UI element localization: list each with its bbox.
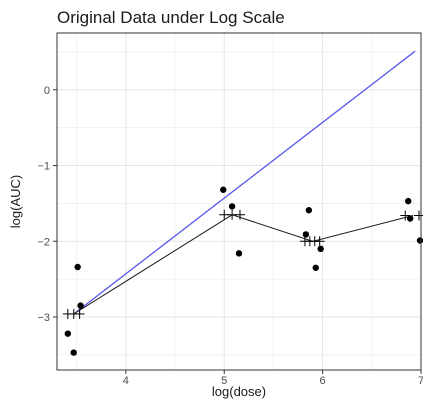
- data-points: [64, 186, 423, 356]
- axes: 4 5 6 7 0 −1 −2 −3: [37, 85, 423, 387]
- data-point: [317, 245, 324, 253]
- data-point: [312, 264, 319, 271]
- x-tick-label: 6: [320, 375, 326, 387]
- grid: [57, 33, 422, 370]
- data-point: [64, 330, 72, 337]
- mean-line-layer: [73, 214, 414, 315]
- data-point: [220, 186, 227, 193]
- cross-marker: [234, 209, 245, 220]
- data-point: [70, 349, 77, 356]
- data-point: [74, 263, 81, 271]
- y-tick-label: −3: [37, 312, 50, 324]
- data-point: [302, 231, 310, 238]
- cross-markers: [62, 209, 423, 319]
- chart-title: Original Data under Log Scale: [57, 8, 285, 27]
- reference-line: [73, 50, 416, 315]
- x-tick-label: 5: [221, 375, 227, 387]
- y-tick-label: −1: [37, 161, 50, 173]
- y-tick-label: −2: [37, 236, 50, 248]
- y-tick-label: 0: [44, 85, 50, 97]
- reference-line-layer: [73, 50, 416, 315]
- x-tick-label: 7: [418, 375, 423, 387]
- mean-line: [73, 214, 414, 315]
- cross-marker: [74, 308, 85, 319]
- data-point: [77, 302, 84, 309]
- cross-marker: [314, 236, 325, 247]
- cross-marker: [400, 210, 411, 221]
- x-tick-label: 4: [123, 375, 129, 387]
- x-axis-title: log(dose): [212, 384, 266, 399]
- data-point: [228, 203, 236, 210]
- cross-marker: [414, 210, 423, 221]
- data-point: [406, 215, 414, 222]
- panel-border: [56, 32, 422, 371]
- data-point: [305, 207, 313, 214]
- data-point: [235, 250, 243, 257]
- data-point: [416, 237, 423, 244]
- data-point: [405, 197, 412, 205]
- y-axis-title: log(AUC): [8, 175, 23, 228]
